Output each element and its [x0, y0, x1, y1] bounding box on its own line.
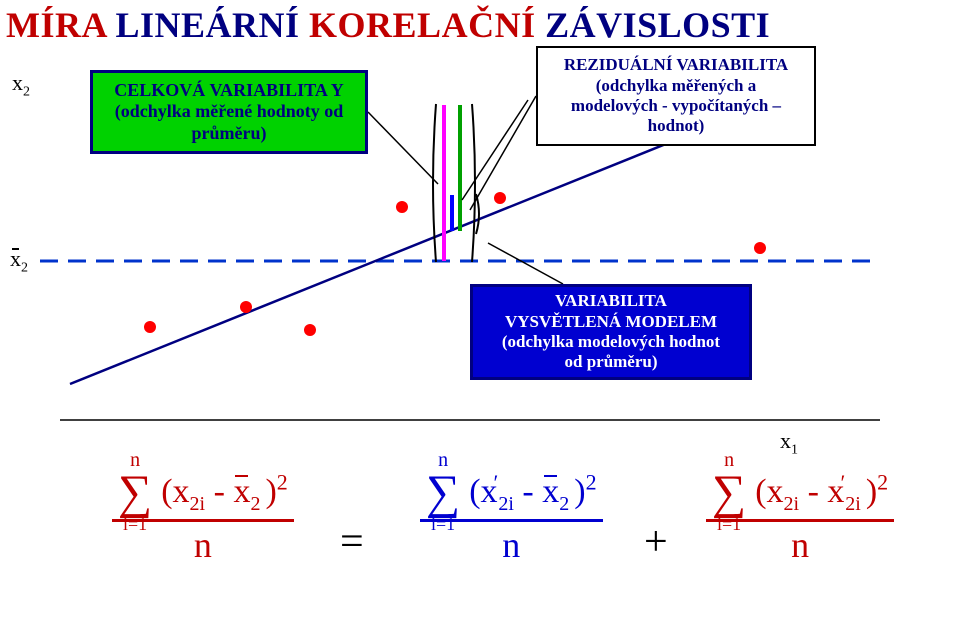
box-line: REZIDUÁLNÍ VARIABILITA — [538, 55, 814, 75]
box-line: (odchylka modelových hodnot — [473, 332, 749, 352]
formula-total: n ∑ i=1 (x2i - x2 )2 n — [112, 468, 294, 566]
page-root: { "title": { "parts": [ { "text": "MÍRA … — [0, 0, 959, 624]
x-axis-sub: 1 — [791, 442, 798, 457]
sum-lower-2: i=1 — [431, 514, 455, 535]
sum-upper-3: n — [724, 449, 734, 472]
box-line: (odchylka měřených a — [538, 76, 814, 96]
formula-residual: n ∑ i=1 (x2i - x′2i )2 n — [706, 468, 894, 566]
sum-symbol: n ∑ i=1 — [712, 469, 746, 517]
total-variability-box: CELKOVÁ VARIABILITA Y(odchylka měřené ho… — [90, 70, 368, 154]
residual-variability-box: REZIDUÁLNÍ VARIABILITA(odchylka měřených… — [536, 46, 816, 146]
explained-variability-box: VARIABILITAVYSVĚTLENÁ MODELEM(odchylka m… — [470, 284, 752, 380]
sum-lower-3: i=1 — [717, 514, 741, 535]
box-line: VYSVĚTLENÁ MODELEM — [473, 312, 749, 332]
x-axis-label: x1 — [780, 428, 798, 458]
sum-symbol: n ∑ i=1 — [426, 469, 460, 517]
plus-sign: + — [644, 518, 668, 566]
equals-sign: = — [340, 518, 364, 566]
formula-row: n ∑ i=1 (x2i - x2 )2 n = n ∑ i=1 (x′2i -… — [0, 468, 959, 618]
formula-explained: n ∑ i=1 (x′2i - x2 )2 n — [420, 468, 603, 566]
box-line: od průměru) — [473, 352, 749, 372]
sum-symbol: n ∑ i=1 — [118, 469, 152, 517]
box-line: VARIABILITA — [473, 291, 749, 311]
sum-upper-2: n — [438, 449, 448, 472]
box-line: hodnot) — [538, 116, 814, 136]
term-total: (x2i - x2 )2 — [161, 473, 288, 510]
x-axis-var: x — [780, 428, 791, 453]
sum-lower: i=1 — [123, 514, 147, 535]
term-explained: (x′2i - x2 )2 — [469, 473, 596, 510]
term-residual: (x2i - x′2i )2 — [755, 473, 888, 510]
sum-upper: n — [130, 449, 140, 472]
box-line: (odchylka měřené hodnoty od — [93, 101, 365, 123]
box-line: průměru) — [93, 123, 365, 145]
box-line: modelových - vypočítaných – — [538, 96, 814, 116]
box-line: CELKOVÁ VARIABILITA Y — [93, 80, 365, 102]
